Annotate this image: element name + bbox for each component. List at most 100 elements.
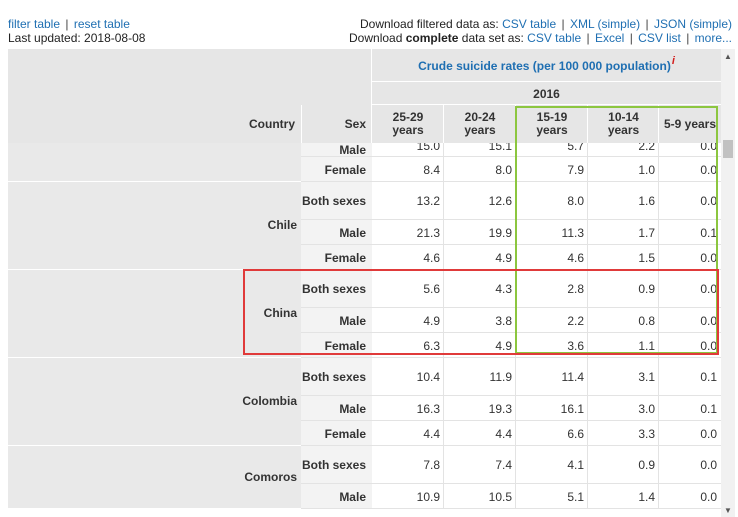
value-cell: 4.4 (423, 426, 440, 441)
table-row: Female 4.6 4.9 4.6 1.5 0.0 (8, 245, 721, 270)
reset-table-link[interactable]: reset table (73, 17, 130, 31)
value-cell: 0.0 (700, 313, 717, 328)
download-complete-excel-link[interactable]: Excel (595, 31, 625, 45)
value-cell: 16.3 (416, 401, 440, 416)
value-cell: 4.3 (495, 282, 512, 296)
table-row: Both sexes 13.2 12.6 8.0 1.6 0.0 (8, 182, 721, 220)
value-cell: 4.4 (495, 426, 512, 441)
sex-cell: Male (301, 143, 372, 157)
age-column-header[interactable]: 10-14 years (607, 110, 640, 137)
sex-cell: Male (301, 308, 372, 333)
table-row: Male 10.9 10.5 5.1 1.4 0.0 (8, 484, 721, 509)
value-cell: 16.1 (560, 401, 584, 416)
table-header: Crude suicide rates (per 100 000 populat… (8, 49, 721, 143)
download-complete-bold: complete (405, 31, 459, 45)
value-cell: 10.4 (416, 370, 440, 384)
scroll-down-icon[interactable]: ▼ (724, 505, 732, 515)
country-column-header[interactable]: Country (249, 117, 295, 131)
value-cell: 4.1 (567, 458, 584, 472)
separator: | (629, 31, 633, 45)
country-cell: Comoros (8, 446, 301, 509)
value-cell: 15.1 (488, 143, 512, 153)
country-cell: Chile (8, 182, 301, 270)
value-cell: 1.7 (638, 225, 655, 240)
value-cell: 0.0 (700, 282, 717, 296)
value-cell: 0.0 (700, 143, 717, 153)
data-table: Crude suicide rates (per 100 000 populat… (8, 49, 721, 517)
download-complete-csv-link[interactable]: CSV table (527, 31, 582, 45)
sex-cell: Female (301, 157, 372, 182)
value-cell: 7.4 (495, 458, 512, 472)
table-row: Male 15.0 15.1 5.7 2.2 0.0 (8, 143, 721, 157)
separator: | (561, 17, 565, 31)
value-cell: 0.0 (700, 426, 717, 441)
value-cell: 0.0 (700, 250, 717, 265)
value-cell: 8.4 (423, 162, 440, 177)
value-cell: 3.6 (567, 338, 584, 353)
info-icon[interactable]: i (671, 54, 675, 67)
value-cell: 0.0 (700, 489, 717, 504)
value-cell: 8.0 (567, 194, 584, 208)
value-cell: 0.9 (638, 282, 655, 296)
value-cell: 2.2 (567, 313, 584, 328)
age-column-header[interactable]: 5-9 years (663, 116, 717, 131)
value-cell: 0.0 (700, 162, 717, 177)
value-cell: 10.9 (416, 489, 440, 504)
age-column-header[interactable]: 15-19 years (536, 110, 568, 137)
sex-column-header[interactable]: Sex (344, 117, 366, 131)
sex-cell: Both sexes (301, 358, 372, 396)
value-cell: 6.6 (567, 426, 584, 441)
separator: | (586, 31, 590, 45)
download-filtered-json-link[interactable]: JSON (simple) (653, 17, 732, 31)
country-cell: Colombia (8, 358, 301, 446)
scroll-thumb[interactable] (723, 140, 733, 158)
table-row: Male 21.3 19.9 11.3 1.7 0.1 (8, 220, 721, 245)
sex-cell: Both sexes (301, 182, 372, 220)
filter-table-link[interactable]: filter table (8, 17, 61, 31)
table-body: Chile China Colombia Comoros Male 15.0 15.1 5.7… (8, 143, 721, 517)
value-cell: 5.7 (567, 143, 584, 153)
indicator-header[interactable]: Crude suicide rates (per 100 000 populat… (372, 49, 721, 82)
age-column-header[interactable]: 20-24 years (464, 110, 496, 137)
age-column-header[interactable]: 25-29 years (392, 110, 424, 137)
value-cell: 11.9 (489, 370, 512, 384)
separator: | (645, 17, 649, 31)
last-updated: Last updated: 2018-08-08 (8, 31, 146, 45)
value-cell: 3.0 (638, 401, 655, 416)
value-cell: 19.9 (488, 225, 512, 240)
value-cell: 6.3 (423, 338, 440, 353)
value-cell: 0.8 (638, 313, 655, 328)
value-cell: 19.3 (488, 401, 512, 416)
value-cell: 3.3 (638, 426, 655, 441)
year-header: 2016 (533, 86, 560, 101)
country-name: China (263, 306, 297, 320)
value-cell: 0.1 (700, 370, 717, 384)
sex-cell: Both sexes (301, 270, 372, 308)
value-cell: 0.0 (700, 338, 717, 353)
download-filtered-csv-link[interactable]: CSV table (502, 17, 557, 31)
download-complete-csvlist-link[interactable]: CSV list (638, 31, 681, 45)
sex-cell: Male (301, 484, 372, 509)
table-scrollbar[interactable]: ▲ ▼ (721, 49, 735, 517)
country-name: Chile (267, 218, 297, 232)
table-row: Both sexes 5.6 4.3 2.8 0.9 0.0 (8, 270, 721, 308)
sex-cell: Both sexes (301, 446, 372, 484)
download-options: Download filtered data as: CSV table | X… (349, 17, 732, 45)
sex-cell: Female (301, 333, 372, 358)
download-more-link[interactable]: more... (694, 31, 732, 45)
value-cell: 11.4 (561, 370, 584, 384)
separator: | (65, 17, 69, 31)
value-cell: 4.6 (567, 250, 584, 265)
download-filtered-xml-link[interactable]: XML (simple) (569, 17, 641, 31)
value-cell: 0.1 (700, 401, 717, 416)
value-cell: 7.9 (567, 162, 584, 177)
country-cell: China (8, 270, 301, 358)
value-cell: 0.0 (700, 458, 717, 472)
value-cell: 4.9 (423, 313, 440, 328)
value-cell: 7.8 (423, 458, 440, 472)
scroll-up-icon[interactable]: ▲ (724, 51, 732, 61)
value-cell: 15.0 (416, 143, 440, 153)
table-row: Male 16.3 19.3 16.1 3.0 0.1 (8, 396, 721, 421)
value-cell: 1.4 (638, 489, 655, 504)
sex-cell: Female (301, 421, 372, 446)
